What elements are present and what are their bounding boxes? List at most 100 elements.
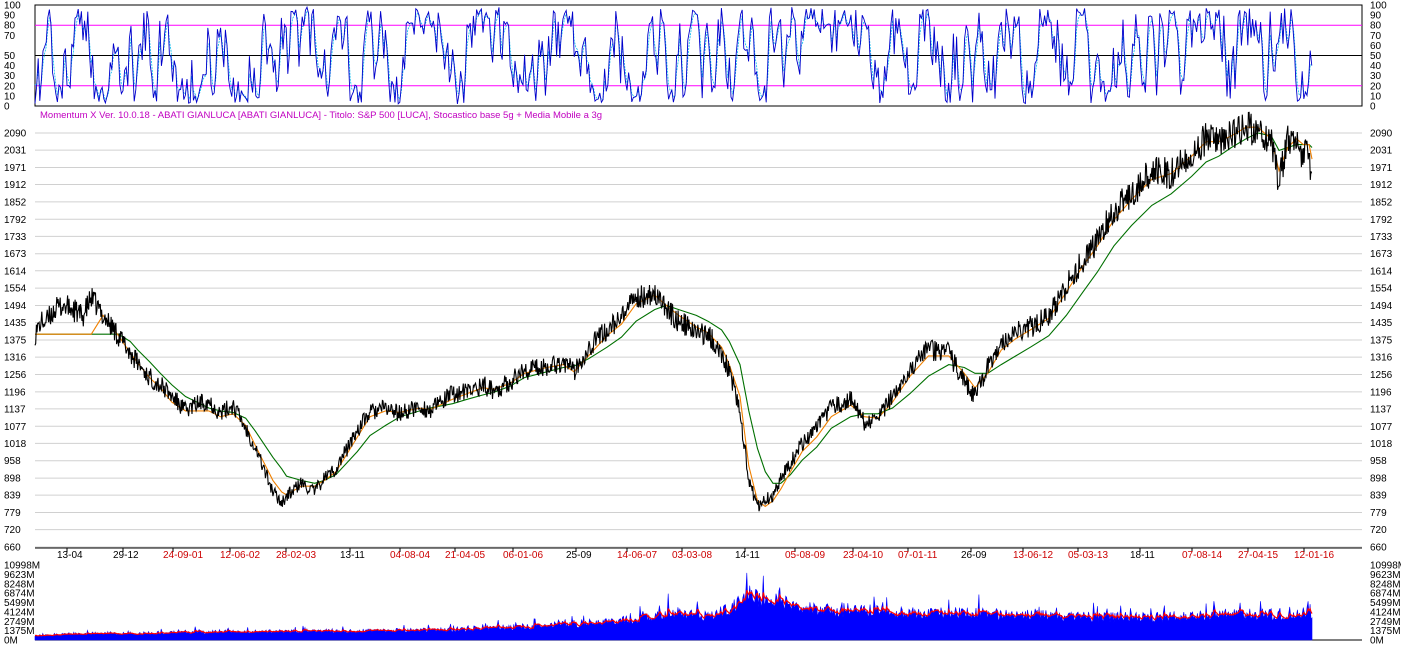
price-right-tick-label: 1673 xyxy=(1370,249,1393,260)
stochastic-right-tick-label: 20 xyxy=(1370,81,1382,92)
price-right-tick-label: 1018 xyxy=(1370,439,1393,450)
date-tick-label: 05-03-13 xyxy=(1068,550,1108,561)
date-tick-label: 26-09 xyxy=(961,550,987,561)
date-tick-label: 13-04 xyxy=(57,550,83,561)
volume-right-tick-label: 5499M xyxy=(1370,598,1401,609)
stochastic-left-tick-label: 30 xyxy=(4,71,16,82)
date-tick-label: 12-06-02 xyxy=(220,550,260,561)
stochastic-right-tick-label: 70 xyxy=(1370,31,1382,42)
date-tick-label: 13-11 xyxy=(340,550,365,561)
price-left-tick-label: 1256 xyxy=(4,370,27,381)
date-tick-label: 29-12 xyxy=(113,550,139,561)
date-tick-label: 14-06-07 xyxy=(617,550,657,561)
price-left-tick-label: 1971 xyxy=(4,163,27,174)
chart-header-text: Momentum X Ver. 10.0.18 - ABATI GIANLUCA… xyxy=(40,110,602,121)
volume-ma-line xyxy=(34,589,1313,637)
price-left-tick-label: 1614 xyxy=(4,266,27,277)
price-lines xyxy=(34,111,1313,512)
volume-left-tick-label: 4124M xyxy=(4,607,35,618)
date-tick-label: 25-09 xyxy=(566,550,592,561)
date-tick-label: 27-04-15 xyxy=(1238,550,1278,561)
price-right-tick-label: 839 xyxy=(1370,491,1387,502)
price-right-tick-label: 1435 xyxy=(1370,318,1393,329)
volume-right-tick-label: 0M xyxy=(1370,636,1384,645)
price-right-tick-label: 1852 xyxy=(1370,197,1393,208)
volume-left-tick-label: 10998M xyxy=(4,561,40,572)
price-right-tick-label: 2031 xyxy=(1370,146,1393,157)
stochastic-left-tick-label: 40 xyxy=(4,61,16,72)
volume-left-tick-label: 0M xyxy=(4,636,18,645)
price-right-tick-label: 1971 xyxy=(1370,163,1393,174)
volume-right-tick-label: 8248M xyxy=(1370,579,1401,590)
stochastic-left-tick-label: 100 xyxy=(4,1,21,12)
volume-right-tick-label: 10998M xyxy=(1370,561,1401,572)
price-left-tick-label: 839 xyxy=(4,491,21,502)
volume-bars xyxy=(34,572,1313,641)
stochastic-left-tick-label: 20 xyxy=(4,81,16,92)
price-left-tick-label: 1554 xyxy=(4,284,27,295)
price-right-tick-label: 1196 xyxy=(1370,387,1392,398)
volume-right-tick-label: 1375M xyxy=(1370,626,1401,637)
price-left-tick-label: 1733 xyxy=(4,232,27,243)
volume-left-ticks: 10998M9623M8248M6874M5499M4124M2749M1375… xyxy=(4,561,40,645)
price-right-tick-label: 2090 xyxy=(1370,129,1393,140)
stochastic-left-tick-label: 80 xyxy=(4,21,16,32)
price-right-ticks: 2090 2031 1971 1912 1852 1792 1733 1673 1614 1554… xyxy=(1370,129,1393,554)
price-gridlines xyxy=(35,132,1362,548)
stochastic-right-tick-label: 80 xyxy=(1370,21,1382,32)
date-tick-label: 04-08-04 xyxy=(390,550,430,561)
price-left-tick-label: 1494 xyxy=(4,301,27,312)
date-axis: 13-04 29-12 24-09-01 12-06-02 28-02-03 13-11 0… xyxy=(57,548,1334,561)
price-left-tick-label: 660 xyxy=(4,543,21,554)
date-tick-label: 21-04-05 xyxy=(445,550,485,561)
price-right-tick-label: 1733 xyxy=(1370,232,1393,243)
price-close-line xyxy=(34,111,1313,512)
price-left-tick-label: 2031 xyxy=(4,146,27,157)
volume-right-tick-label: 4124M xyxy=(1370,607,1401,618)
volume-panel: 10998M9623M8248M6874M5499M4124M2749M1375… xyxy=(4,561,1401,645)
volume-right-tick-label: 9623M xyxy=(1370,570,1401,581)
price-right-tick-label: 1077 xyxy=(1370,422,1393,433)
stochastic-right-tick-label: 100 xyxy=(1370,1,1387,12)
stochastic-left-tick-label: 50 xyxy=(4,51,16,62)
volume-right-tick-label: 2749M xyxy=(1370,617,1401,628)
price-left-tick-label: 1792 xyxy=(4,215,27,226)
price-left-tick-label: 958 xyxy=(4,456,21,467)
volume-left-tick-label: 9623M xyxy=(4,570,35,581)
stochastic-right-tick-label: 90 xyxy=(1370,11,1382,22)
volume-right-ticks: 10998M9623M8248M6874M5499M4124M2749M1375… xyxy=(1370,561,1401,645)
stochastic-left-tick-label: 90 xyxy=(4,11,16,22)
price-right-tick-label: 1614 xyxy=(1370,266,1393,277)
price-right-tick-label: 1375 xyxy=(1370,336,1393,347)
date-tick-label: 07-01-11 xyxy=(898,550,938,561)
stochastic-left-tick-label: 10 xyxy=(4,91,16,102)
stochastic-left-tick-label: 70 xyxy=(4,31,16,42)
price-left-tick-label: 1077 xyxy=(4,422,27,433)
stochastic-right-tick-label: 30 xyxy=(1370,71,1382,82)
price-left-ticks: 2090 2031 1971 1912 1852 1792 1733 1673 1614 1554… xyxy=(4,129,27,554)
date-tick-label: 03-03-08 xyxy=(672,550,712,561)
price-panel: 2090 2031 1971 1912 1852 1792 1733 1673 1614 1554… xyxy=(4,111,1393,554)
price-left-tick-label: 720 xyxy=(4,525,21,536)
date-tick-label: 24-09-01 xyxy=(163,550,203,561)
stochastic-right-tick-label: 10 xyxy=(1370,91,1382,102)
date-tick-label: 06-01-06 xyxy=(503,550,543,561)
price-right-tick-label: 779 xyxy=(1370,508,1387,519)
date-tick-label: 12-01-16 xyxy=(1294,550,1334,561)
price-left-tick-label: 1673 xyxy=(4,249,27,260)
volume-left-tick-label: 5499M xyxy=(4,598,35,609)
stochastic-main-line xyxy=(34,5,1313,105)
price-right-tick-label: 660 xyxy=(1370,543,1387,554)
volume-right-tick-label: 6874M xyxy=(1370,589,1401,600)
stochastic-left-tick-label: 0 xyxy=(4,102,10,113)
date-tick-label: 05-08-09 xyxy=(785,550,825,561)
volume-left-tick-label: 6874M xyxy=(4,589,35,600)
price-right-tick-label: 1792 xyxy=(1370,215,1393,226)
date-tick-label: 18-11 xyxy=(1130,550,1155,561)
stochastic-gridlines xyxy=(34,4,1363,107)
price-left-tick-label: 1018 xyxy=(4,439,27,450)
price-right-tick-label: 1137 xyxy=(1370,404,1392,415)
